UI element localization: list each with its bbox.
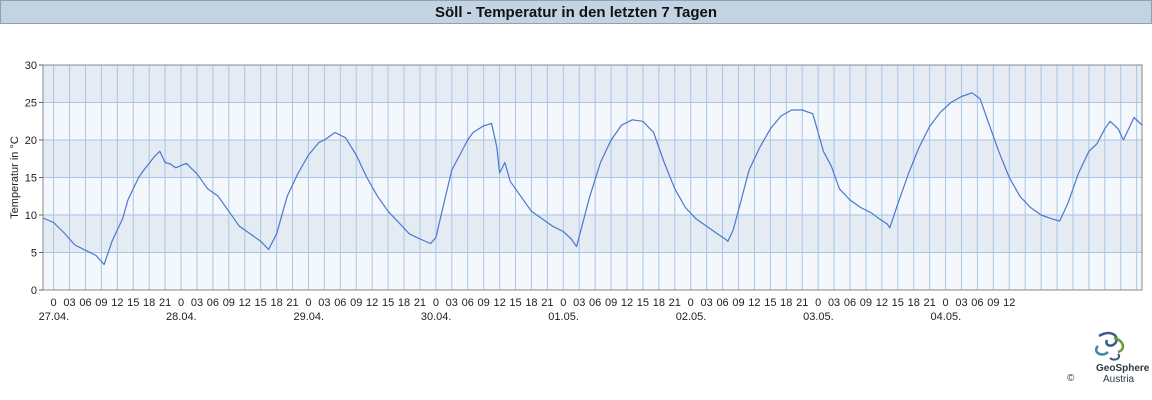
x-tick-label: 09: [732, 297, 744, 309]
y-tick-label: 15: [25, 173, 37, 185]
copyright-symbol: ©: [1067, 373, 1075, 384]
x-tick-label: 12: [493, 297, 505, 309]
chart-title: Söll - Temperatur in den letzten 7 Tagen: [435, 3, 717, 21]
plot-band: [43, 177, 1142, 215]
x-tick-label: 03: [573, 297, 585, 309]
x-tick-label: 06: [844, 297, 856, 309]
date-label: 29.04.: [293, 311, 324, 323]
x-tick-label: 03: [63, 297, 75, 309]
x-tick-label: 18: [143, 297, 155, 309]
x-tick-label: 21: [796, 297, 808, 309]
y-tick-label: 10: [25, 210, 37, 222]
y-tick-label: 5: [31, 248, 37, 260]
y-tick-label: 0: [31, 285, 37, 297]
x-tick-label: 12: [748, 297, 760, 309]
x-tick-label: 03: [318, 297, 330, 309]
date-label: 27.04.: [39, 311, 70, 323]
x-tick-label: 12: [621, 297, 633, 309]
date-label: 01.05.: [548, 311, 579, 323]
x-tick-label: 15: [764, 297, 776, 309]
y-tick-label: 25: [25, 98, 37, 110]
plot-band: [43, 102, 1142, 140]
x-tick-label: 09: [478, 297, 490, 309]
logo-name: GeoSphere: [1096, 363, 1150, 374]
x-tick-label: 0: [688, 297, 694, 309]
x-tick-label: 18: [398, 297, 410, 309]
x-tick-label: 0: [433, 297, 439, 309]
y-tick-label: 30: [25, 60, 37, 72]
x-tick-label: 12: [1003, 297, 1015, 309]
x-tick-label: 09: [987, 297, 999, 309]
date-label: 03.05.: [803, 311, 834, 323]
date-label: 04.05.: [931, 311, 962, 323]
x-tick-label: 09: [860, 297, 872, 309]
x-tick-label: 21: [286, 297, 298, 309]
x-tick-label: 09: [350, 297, 362, 309]
plot-band: [43, 215, 1142, 253]
plot-band: [43, 65, 1142, 103]
x-tick-label: 09: [605, 297, 617, 309]
x-tick-label: 06: [79, 297, 91, 309]
date-label: 02.05.: [676, 311, 707, 323]
x-tick-label: 21: [669, 297, 681, 309]
x-tick-label: 18: [780, 297, 792, 309]
x-tick-label: 06: [207, 297, 219, 309]
x-tick-label: 21: [924, 297, 936, 309]
x-tick-label: 18: [270, 297, 282, 309]
x-tick-label: 03: [828, 297, 840, 309]
x-tick-label: 03: [191, 297, 203, 309]
x-tick-label: 09: [95, 297, 107, 309]
x-tick-label: 06: [971, 297, 983, 309]
x-tick-label: 18: [908, 297, 920, 309]
x-tick-label: 12: [239, 297, 251, 309]
x-tick-label: 21: [414, 297, 426, 309]
x-tick-label: 15: [637, 297, 649, 309]
y-axis-label: Temperatur in °C: [9, 136, 21, 219]
x-tick-label: 15: [127, 297, 139, 309]
temperature-line: [42, 92, 1143, 266]
x-tick-label: 0: [178, 297, 184, 309]
x-tick-label: 18: [653, 297, 665, 309]
plot-band: [43, 140, 1142, 178]
y-tick-label: 20: [25, 135, 37, 147]
x-tick-label: 0: [51, 297, 57, 309]
x-tick-label: 0: [560, 297, 566, 309]
chart-title-bar: Söll - Temperatur in den letzten 7 Tagen: [0, 0, 1152, 24]
x-tick-label: 0: [305, 297, 311, 309]
x-tick-label: 15: [382, 297, 394, 309]
x-tick-label: 0: [815, 297, 821, 309]
x-tick-label: 0: [942, 297, 948, 309]
x-tick-label: 09: [223, 297, 235, 309]
x-tick-label: 06: [462, 297, 474, 309]
x-tick-label: 03: [955, 297, 967, 309]
date-label: 28.04.: [166, 311, 197, 323]
x-tick-label: 21: [159, 297, 171, 309]
x-tick-label: 12: [366, 297, 378, 309]
x-tick-label: 06: [589, 297, 601, 309]
x-tick-label: 03: [701, 297, 713, 309]
x-tick-label: 15: [509, 297, 521, 309]
x-tick-label: 18: [525, 297, 537, 309]
x-tick-label: 12: [111, 297, 123, 309]
x-tick-label: 12: [876, 297, 888, 309]
x-tick-label: 06: [716, 297, 728, 309]
x-tick-label: 03: [446, 297, 458, 309]
plot-band: [43, 252, 1142, 290]
logo-subtitle: Austria: [1103, 374, 1135, 385]
date-label: 30.04.: [421, 311, 452, 323]
x-tick-label: 06: [334, 297, 346, 309]
x-tick-label: 21: [541, 297, 553, 309]
geosphere-logo-icon: [1094, 331, 1125, 361]
x-tick-label: 15: [255, 297, 267, 309]
x-tick-label: 15: [892, 297, 904, 309]
